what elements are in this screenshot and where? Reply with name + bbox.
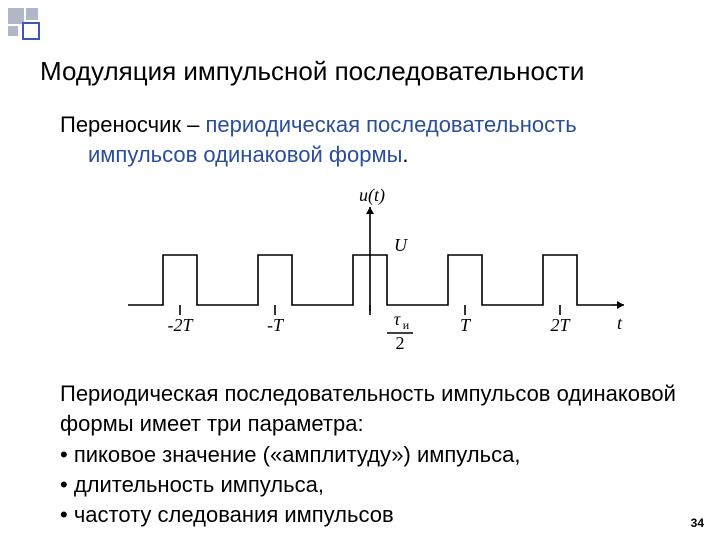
carrier-highlight-line1: периодическая последовательность: [206, 112, 577, 137]
params-list-item: пиковое значение («амплитуду») импульса,: [60, 440, 680, 470]
svg-text:2T: 2T: [550, 315, 571, 335]
params-intro: Периодическая последовательность импульс…: [60, 379, 680, 438]
svg-text:и: и: [403, 318, 410, 332]
slide-title: Модуляция импульсной последовательности: [40, 56, 584, 87]
svg-text:u(t): u(t): [359, 185, 385, 206]
params-list-item: частоту следования импульсов: [60, 500, 680, 530]
pulse-train-diagram: -2T-TT2Tτи2u(t)Ut: [100, 177, 640, 365]
params-list: пиковое значение («амплитуду») импульса,…: [60, 440, 680, 529]
carrier-prefix: Переносчик –: [60, 112, 206, 137]
svg-text:-T: -T: [267, 315, 285, 335]
carrier-suffix: .: [402, 142, 408, 167]
svg-text:-2T: -2T: [167, 315, 194, 335]
carrier-highlight-line2: импульсов одинаковой формы: [88, 142, 402, 167]
svg-text:U: U: [394, 235, 408, 255]
page-number: 34: [691, 516, 704, 530]
params-list-item: длительность импульса,: [60, 470, 680, 500]
slide-body: Переносчик – периодическая последователь…: [60, 110, 680, 530]
carrier-definition: Переносчик – периодическая последователь…: [60, 110, 680, 169]
svg-text:τ: τ: [394, 309, 401, 329]
svg-text:2: 2: [396, 333, 405, 353]
